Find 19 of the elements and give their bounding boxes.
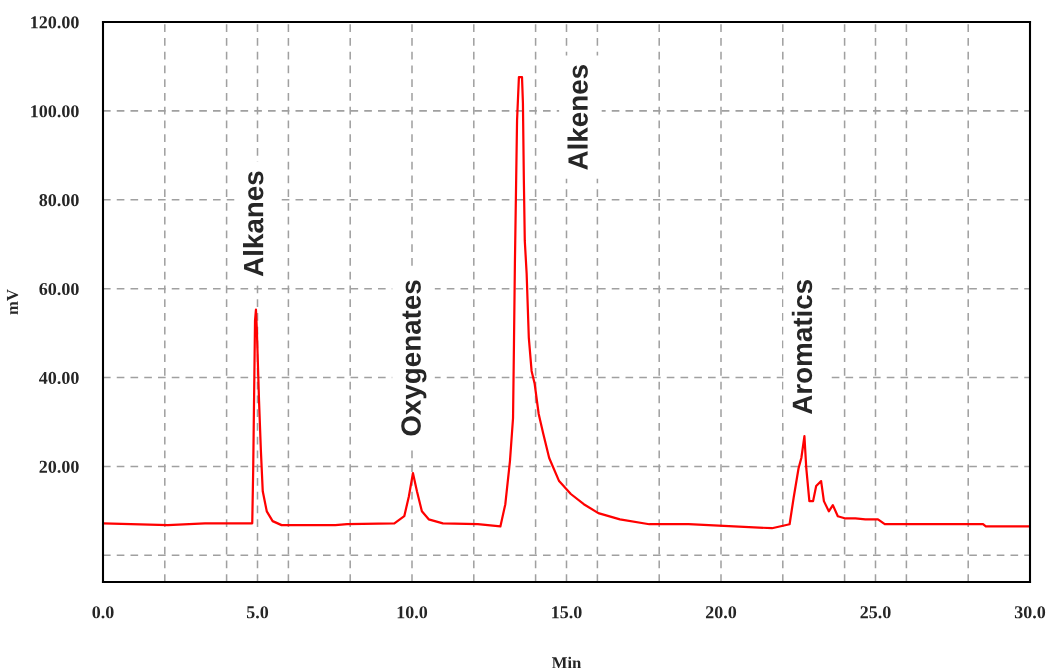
x-tick-label: 10.0 xyxy=(397,606,428,619)
x-tick-label: 15.0 xyxy=(552,606,582,619)
y-axis-title: mV xyxy=(6,289,19,315)
annotation: Aromatics xyxy=(791,280,813,415)
x-tick-label: 5.0 xyxy=(246,606,269,619)
x-axis-title: Min xyxy=(551,656,582,668)
y-tick-label: 40.00 xyxy=(39,371,79,385)
x-tick-label: 0.0 xyxy=(92,606,114,619)
annotation: Alkanes xyxy=(243,171,264,277)
annotation: Alkenes xyxy=(567,65,588,170)
x-tick-label: 20.0 xyxy=(705,606,737,619)
y-tick-label: 20.00 xyxy=(39,460,79,473)
x-tick-label: 30.0 xyxy=(1014,606,1046,619)
y-tick-label: 100.00 xyxy=(31,105,79,118)
y-tick-label: 80.00 xyxy=(39,194,79,207)
y-tick-label: 60.00 xyxy=(39,282,79,296)
y-tick-label: 120.00 xyxy=(31,16,79,29)
annotation: Oxygenates xyxy=(401,280,427,436)
x-tick-label: 25.0 xyxy=(860,606,891,619)
